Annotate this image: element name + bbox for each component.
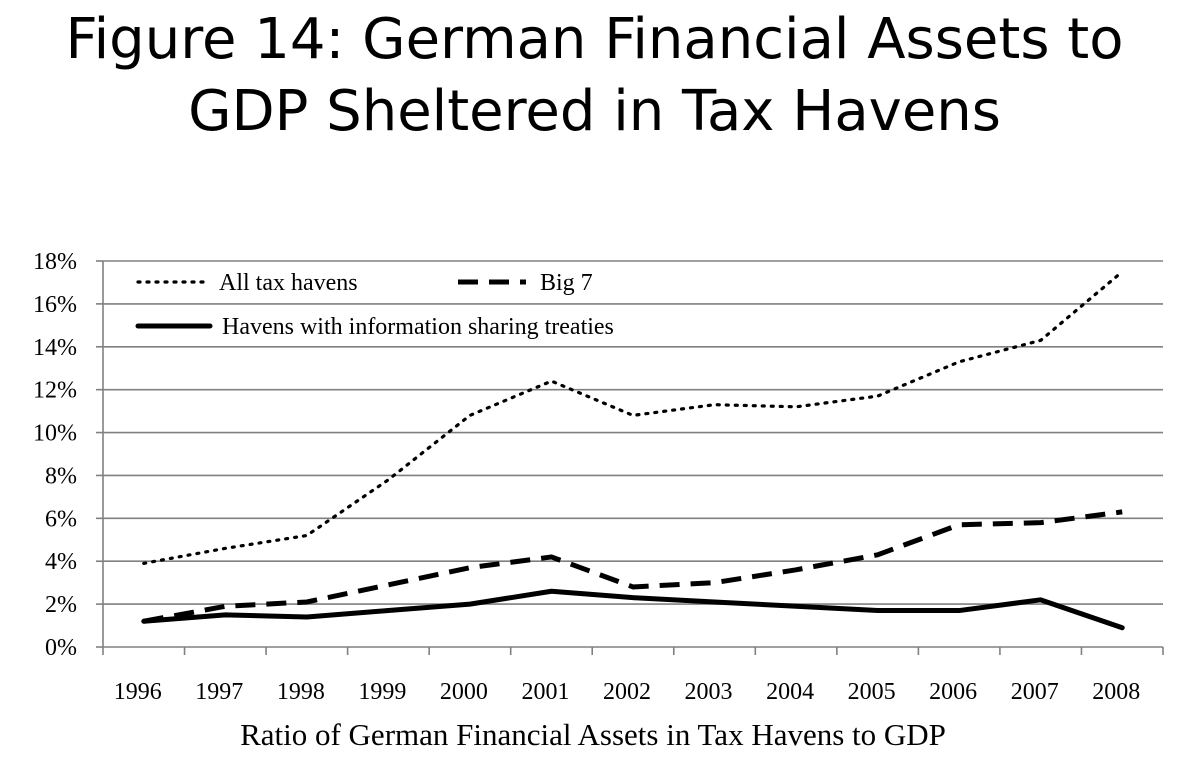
y-tick-label: 12% (33, 378, 77, 404)
legend-label-3: Havens with information sharing treaties (222, 314, 614, 340)
y-tick-label: 16% (33, 292, 77, 318)
y-tick-label: 0% (45, 635, 77, 661)
y-tick-label: 8% (45, 463, 77, 489)
y-tick-labels: 0% 2% 4% 6% 8% 10% 12% 14% 16% 18% (33, 249, 77, 661)
x-tick-labels: 1996 1997 1998 1999 2000 2001 2002 2003 2004 2005… (114, 679, 1140, 705)
x-tick-label: 2008 (1092, 679, 1140, 705)
x-tick-label: 2007 (1011, 679, 1059, 705)
y-tick-label: 6% (45, 506, 77, 532)
slide-title: Figure 14: German Financial Assets to GD… (0, 4, 1189, 148)
legend: All tax havens Big 7 Havens with informati… (135, 270, 614, 340)
x-tick-label: 1998 (277, 679, 325, 705)
x-tick-label: 2005 (848, 679, 896, 705)
axes (96, 260, 1164, 655)
series-line-3 (141, 588, 1125, 631)
x-tick-label: 1996 (114, 679, 162, 705)
x-tick-label: 2000 (440, 679, 488, 705)
y-tick-label: 18% (33, 249, 77, 275)
series-line-1 (142, 270, 1124, 565)
slide-title-line-2: GDP Sheltered in Tax Havens (188, 79, 1001, 144)
x-tick-label: 2002 (603, 679, 651, 705)
y-tick-label: 4% (45, 549, 77, 575)
x-axis-title: Ratio of German Financial Assets in Tax … (240, 717, 946, 752)
x-tick-label: 2004 (766, 679, 814, 705)
x-tick-label: 2003 (685, 679, 733, 705)
x-tick-label: 2006 (929, 679, 977, 705)
x-tick-label: 1997 (195, 679, 243, 705)
series-line-2 (143, 509, 1123, 624)
x-tick-label: 1999 (358, 679, 406, 705)
y-tick-label: 10% (33, 421, 77, 447)
y-tick-label: 2% (45, 592, 77, 618)
slide-title-line-1: Figure 14: German Financial Assets to (65, 7, 1124, 72)
x-tick-label: 2001 (521, 679, 569, 705)
y-tick-label: 14% (33, 335, 77, 361)
legend-label-1: All tax havens (219, 270, 358, 296)
grid-lines (103, 260, 1163, 605)
legend-label-2: Big 7 (540, 270, 593, 296)
series-lines (141, 270, 1125, 631)
